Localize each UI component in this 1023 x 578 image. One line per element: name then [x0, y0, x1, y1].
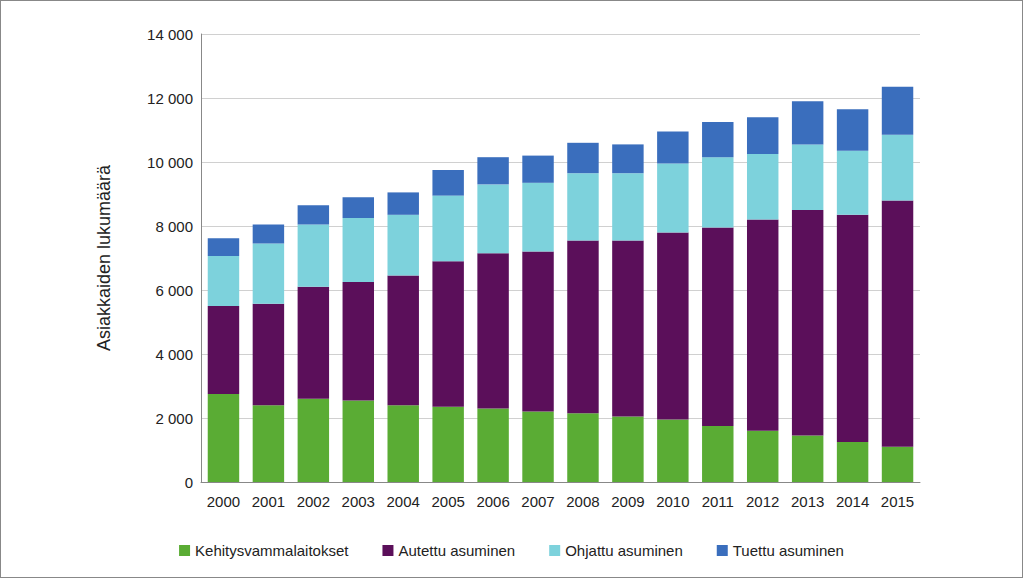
svg-text:2002: 2002	[297, 493, 330, 510]
svg-text:2005: 2005	[431, 493, 464, 510]
svg-text:2003: 2003	[342, 493, 375, 510]
svg-text:Asiakkaiden lukumäärä: Asiakkaiden lukumäärä	[94, 164, 114, 351]
svg-text:2006: 2006	[476, 493, 509, 510]
svg-text:Kehitysvammalaitokset: Kehitysvammalaitokset	[195, 542, 349, 559]
svg-text:2009: 2009	[611, 493, 644, 510]
svg-text:12 000: 12 000	[147, 90, 193, 107]
svg-text:2 000: 2 000	[155, 410, 193, 427]
svg-text:6 000: 6 000	[155, 282, 193, 299]
svg-text:Tuettu asuminen: Tuettu asuminen	[733, 542, 844, 559]
svg-text:2012: 2012	[746, 493, 779, 510]
svg-text:2010: 2010	[656, 493, 689, 510]
svg-text:2008: 2008	[566, 493, 599, 510]
svg-text:Ohjattu asuminen: Ohjattu asuminen	[565, 542, 683, 559]
svg-text:8 000: 8 000	[155, 218, 193, 235]
svg-text:2007: 2007	[521, 493, 554, 510]
svg-text:14 000: 14 000	[147, 26, 193, 43]
svg-text:4 000: 4 000	[155, 346, 193, 363]
svg-text:2014: 2014	[836, 493, 869, 510]
svg-text:2013: 2013	[791, 493, 824, 510]
svg-text:0: 0	[185, 474, 193, 491]
svg-text:2004: 2004	[387, 493, 420, 510]
svg-text:2011: 2011	[702, 493, 734, 510]
svg-text:2015: 2015	[881, 493, 914, 510]
svg-text:2001: 2001	[252, 493, 285, 510]
svg-text:2000: 2000	[207, 493, 240, 510]
svg-text:Autettu asuminen: Autettu asuminen	[398, 542, 515, 559]
svg-text:10 000: 10 000	[147, 154, 193, 171]
